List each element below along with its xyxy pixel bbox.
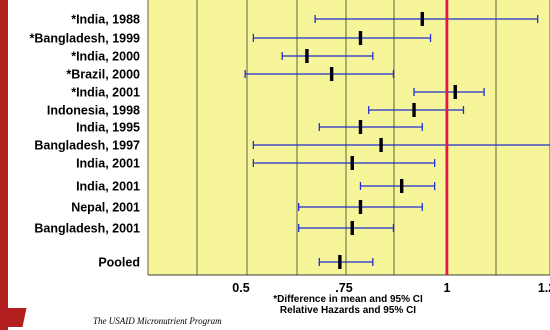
forest-rows: *India, 1988 *Bangladesh, 1999 *India, 200… [30,12,550,270]
forest-row: *Bangladesh, 1999 [30,31,432,46]
forest-row: *India, 2000 [71,49,374,64]
sidebar-stripe [0,0,8,330]
forest-row: India, 2001 [76,179,436,194]
point-estimate [338,255,342,269]
forest-row: India, 1995 [76,120,423,135]
point-estimate [399,179,404,193]
footnote-line-2: Relative Hazards and 95% CI [280,305,416,316]
point-estimate [412,103,416,117]
point-estimate [329,67,334,81]
logo-text: MOST [45,310,90,327]
point-estimate [379,138,383,152]
point-estimate [350,156,354,170]
point-estimate [350,221,354,235]
row-label: Pooled [98,256,140,270]
point-estimate [358,31,363,45]
row-label: Nepal, 2001 [71,201,140,215]
point-estimate [420,12,424,26]
most-logo: MOST [0,308,90,327]
x-axis-ticks: 0.5 .75 1 1.25 [232,281,550,295]
row-label: Bangladesh, 1997 [34,139,140,153]
row-label: India, 2001 [76,157,140,171]
row-label: Indonesia, 1998 [47,104,140,118]
row-label: *Bangladesh, 1999 [30,32,141,46]
forest-row: Pooled [98,255,374,270]
row-label: *India, 1988 [71,13,140,27]
forest-row: *Brazil, 2000 [66,67,395,82]
x-tick-label: 1.25 [538,281,550,295]
footnote-line-1: *Difference in mean and 95% CI [273,294,423,305]
row-label: India, 1995 [76,121,140,135]
plot-panel [148,0,550,275]
forest-row: Bangladesh, 2001 [34,221,395,236]
forest-row: *India, 1988 [71,12,539,27]
forest-row: Nepal, 2001 [71,200,423,215]
point-estimate [453,85,457,99]
x-tick-label: 0.5 [232,281,249,295]
forest-row: India, 2001 [76,156,436,171]
row-label: *India, 2000 [71,50,140,64]
row-label: *Brazil, 2000 [66,68,140,82]
forest-row: Bangladesh, 1997 [34,138,550,153]
x-tick-label: 1 [444,281,451,295]
row-label: Bangladesh, 2001 [34,222,140,236]
point-estimate [305,49,309,63]
point-estimate [358,120,363,134]
row-label: *India, 2001 [71,86,140,100]
forest-row: *India, 2001 [71,85,485,100]
row-label: India, 2001 [76,180,140,194]
point-estimate [358,200,363,214]
program-tagline: The USAID Micronutrient Program [93,316,222,326]
x-tick-label: .75 [335,281,352,295]
